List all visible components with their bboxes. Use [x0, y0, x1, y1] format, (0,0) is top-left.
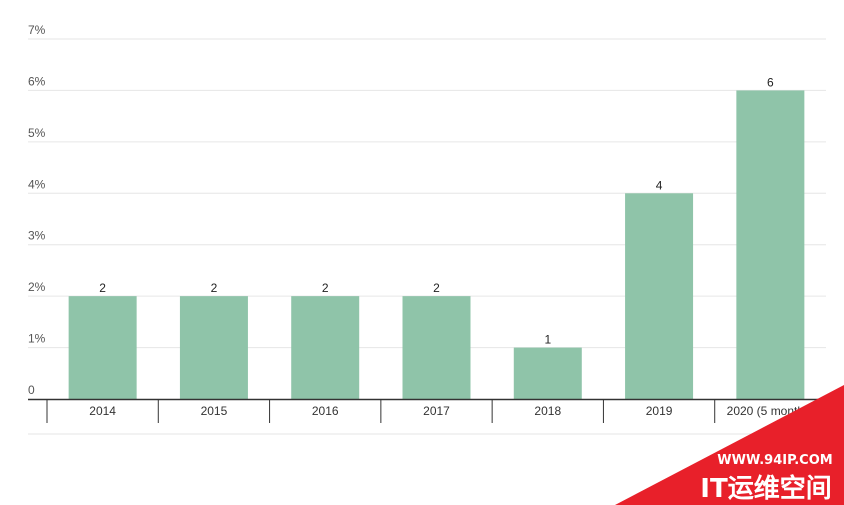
x-tick-label: 2018: [534, 404, 561, 418]
data-label: 1: [544, 333, 551, 347]
data-label: 2: [99, 281, 106, 295]
y-tick-label: 4%: [28, 177, 46, 191]
bar: [68, 296, 137, 399]
y-axis-ticks: 0 1% 2% 3% 4% 5% 6% 7%: [28, 23, 46, 397]
data-label: 2: [211, 281, 218, 295]
watermark: WWW.94IP.COM IT运维空间: [615, 385, 844, 505]
y-tick-label: 5%: [28, 126, 46, 140]
y-tick-label: 6%: [28, 74, 46, 88]
x-axis: [28, 398, 827, 423]
watermark-name: IT运维空间: [700, 473, 831, 504]
x-tick-label: 2017: [423, 404, 450, 418]
bar: [291, 296, 360, 399]
data-label: 6: [767, 75, 774, 89]
watermark-url: WWW.94IP.COM: [717, 453, 832, 468]
y-tick-label: 0: [28, 383, 35, 397]
y-tick-label: 2%: [28, 280, 46, 294]
bar: [402, 296, 471, 399]
x-tick-label: 2015: [201, 404, 228, 418]
data-label: 4: [656, 178, 663, 192]
y-tick-label: 1%: [28, 332, 46, 346]
y-tick-label: 7%: [28, 23, 46, 37]
bar: [625, 193, 694, 399]
bar: [736, 90, 805, 399]
data-label: 2: [433, 281, 440, 295]
bar: [513, 347, 582, 399]
x-tick-label: 2016: [312, 404, 339, 418]
bar: [179, 296, 248, 399]
bars: [68, 90, 805, 399]
y-tick-label: 3%: [28, 229, 46, 243]
x-tick-label: 2019: [646, 404, 673, 418]
gridlines: [28, 38, 826, 435]
x-tick-label: 2014: [89, 404, 116, 418]
data-label: 2: [322, 281, 329, 295]
watermark-banner: [615, 385, 844, 505]
x-axis-labels: 2014 2015 2016 2017 2018 2019 2020 (5 months): [89, 404, 814, 418]
data-labels: 2 2 2 2 1 4 6: [99, 75, 774, 346]
